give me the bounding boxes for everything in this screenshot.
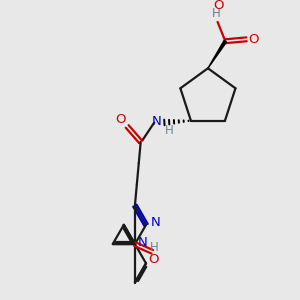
Text: O: O: [213, 0, 224, 12]
Text: H: H: [165, 124, 174, 137]
Text: O: O: [248, 33, 259, 46]
Text: N: N: [151, 115, 161, 128]
Text: N: N: [138, 236, 148, 249]
Text: O: O: [148, 253, 158, 266]
Polygon shape: [208, 40, 226, 68]
Text: N: N: [151, 216, 160, 230]
Text: H: H: [212, 7, 221, 20]
Text: H: H: [150, 242, 159, 254]
Text: O: O: [115, 113, 126, 126]
